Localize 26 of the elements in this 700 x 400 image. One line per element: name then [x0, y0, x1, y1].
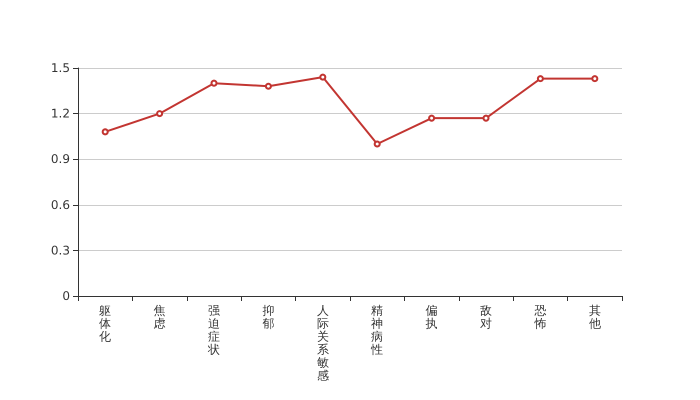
point — [428, 114, 436, 122]
point — [591, 75, 598, 82]
point — [102, 128, 109, 136]
x-tick-label: 强迫症状 — [207, 304, 220, 356]
x-tick-label: 偏执 — [426, 304, 438, 330]
x-tick-label: 精神病性 — [370, 304, 384, 356]
point — [210, 80, 218, 87]
point — [156, 110, 164, 118]
y-tick-label: 0.9 — [50, 152, 70, 166]
point — [319, 74, 326, 81]
x-tick-label: 焦虑 — [154, 304, 166, 330]
x-tick-label: 人际关系敏感 — [316, 304, 329, 382]
x-tick-label: 抑郁 — [262, 304, 274, 330]
y-tick-label: 1.5 — [50, 61, 70, 75]
y-tick-label: 1.2 — [50, 106, 70, 121]
point — [374, 140, 381, 148]
x-tick-label: 躯体化 — [99, 304, 112, 344]
y-tick-label: 0.3 — [50, 243, 70, 258]
y-tick-label: 0 — [62, 289, 70, 303]
x-tick-label: 其他 — [588, 304, 601, 330]
point — [536, 75, 544, 82]
point — [482, 114, 490, 122]
x-tick-label: 敌对 — [480, 304, 492, 330]
x-tick-label: 恐怖 — [533, 304, 546, 330]
point — [264, 82, 272, 90]
y-tick-label: 0.6 — [50, 198, 70, 212]
